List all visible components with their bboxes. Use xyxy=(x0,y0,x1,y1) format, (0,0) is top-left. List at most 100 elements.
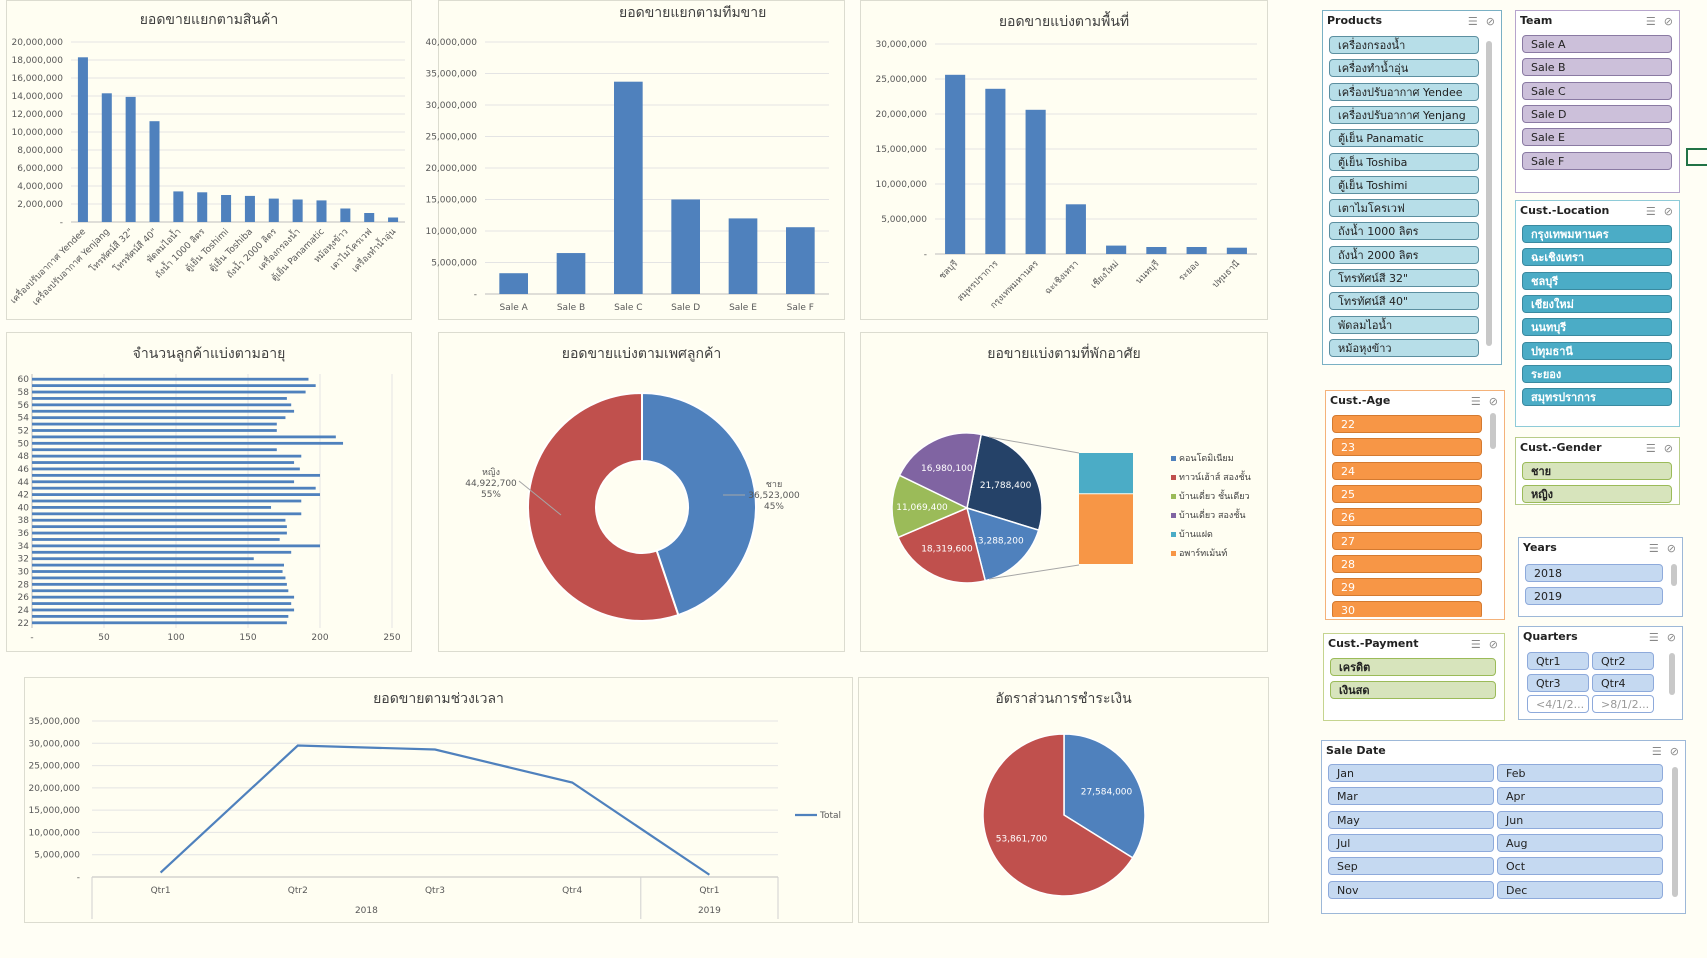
slicer-item[interactable]: Sep xyxy=(1328,857,1494,876)
chart-sales-by-product[interactable]: ยอดขายแยกตามสินค้า - 2,000,000 4,000,000 6,… xyxy=(6,0,412,320)
slicer-item[interactable]: Nov xyxy=(1328,880,1494,899)
slicer-item[interactable]: เครื่องกรองน้ำ xyxy=(1329,36,1479,54)
slicer-item[interactable]: เครื่องปรับอากาศ Yendee xyxy=(1329,82,1479,101)
slicer-item[interactable]: <4/1/2... xyxy=(1527,695,1589,713)
slicer-item[interactable]: ชาย xyxy=(1522,462,1672,480)
slicer-item[interactable]: Sale E xyxy=(1522,128,1672,147)
scrollbar[interactable] xyxy=(1490,413,1496,449)
slicer-age[interactable]: Cust.-Age ☰ ⊘ 22 23 24 25 26 27 28 29 30 xyxy=(1325,390,1505,620)
multi-select-icon[interactable]: ☰ xyxy=(1648,631,1659,644)
slicer-item[interactable]: Jul xyxy=(1328,833,1494,852)
scrollbar[interactable] xyxy=(1671,564,1677,586)
slicer-item[interactable]: เตาไมโครเวฟ xyxy=(1329,199,1479,218)
slicer-item[interactable]: 24 xyxy=(1332,461,1482,480)
slicer-item[interactable]: 27 xyxy=(1332,531,1482,550)
scrollbar[interactable] xyxy=(1669,653,1675,695)
slicer-item[interactable]: เชียงใหม่ xyxy=(1522,294,1672,313)
slicer-item[interactable]: ฉะเชิงเทรา xyxy=(1522,248,1672,267)
slicer-item[interactable]: Sale B xyxy=(1522,58,1672,77)
slicer-item[interactable]: May xyxy=(1328,810,1494,829)
slicer-item[interactable]: Qtr4 xyxy=(1592,673,1654,692)
multi-select-icon[interactable]: ☰ xyxy=(1648,542,1659,555)
slicer-item[interactable]: นนทบุรี xyxy=(1522,318,1672,337)
slicer-item[interactable]: Dec xyxy=(1497,880,1663,899)
slicer-gender[interactable]: Cust.-Gender ☰ ⊘ ชาย หญิง xyxy=(1515,437,1680,505)
multi-select-icon[interactable]: ☰ xyxy=(1651,745,1662,758)
clear-filter-icon[interactable]: ⊘ xyxy=(1488,638,1498,651)
chart-sales-by-area[interactable]: ยอดขายแบ่งตามพื้นที่ - 5,000,000 10,000,00… xyxy=(860,0,1268,320)
slicer-item[interactable]: เงินสด xyxy=(1330,681,1496,700)
slicer-item[interactable]: หม้อหุงข้าว xyxy=(1329,338,1479,357)
slicer-item[interactable]: Sale D xyxy=(1522,104,1672,123)
slicer-item[interactable]: Aug xyxy=(1497,833,1663,852)
selected-cell-marker[interactable] xyxy=(1686,148,1707,166)
scrollbar[interactable] xyxy=(1672,767,1678,897)
slicer-years[interactable]: Years ☰ ⊘ 2018 2019 xyxy=(1518,537,1683,617)
slicer-item[interactable]: 2019 xyxy=(1525,587,1663,606)
multi-select-icon[interactable]: ☰ xyxy=(1467,15,1478,28)
slicer-products[interactable]: Products ☰ ⊘ เครื่องกรองน้ำ เครื่องทำน้ำอุ… xyxy=(1322,10,1502,365)
slicer-item[interactable]: ตู้เย็น Panamatic xyxy=(1329,129,1479,148)
slicer-item[interactable]: ตู้เย็น Toshiba xyxy=(1329,152,1479,171)
slicer-item[interactable]: Apr xyxy=(1497,787,1663,806)
multi-select-icon[interactable]: ☰ xyxy=(1470,638,1481,651)
slicer-item[interactable]: 22 xyxy=(1332,415,1482,433)
slicer-item[interactable]: >8/1/2... xyxy=(1592,695,1654,713)
clear-filter-icon[interactable]: ⊘ xyxy=(1663,15,1673,28)
slicer-item[interactable]: Qtr3 xyxy=(1527,673,1589,692)
clear-filter-icon[interactable]: ⊘ xyxy=(1669,745,1679,758)
slicer-item[interactable]: 29 xyxy=(1332,578,1482,597)
slicer-sale-date[interactable]: Sale Date ☰ ⊘ Jan Feb Mar Apr May Jun Jul Aug Sep… xyxy=(1321,740,1686,914)
multi-select-icon[interactable]: ☰ xyxy=(1470,395,1481,408)
slicer-item[interactable]: Sale C xyxy=(1522,81,1672,100)
slicer-item[interactable]: ถังน้ำ 2000 ลิตร xyxy=(1329,245,1479,264)
slicer-item[interactable]: 25 xyxy=(1332,484,1482,503)
slicer-quarters[interactable]: Quarters ☰ ⊘ Qtr1 Qtr2 Qtr3 Qtr4 <4/1/2... >8/… xyxy=(1518,626,1683,720)
slicer-item[interactable]: สมุทรปราการ xyxy=(1522,388,1672,407)
chart-sales-by-gender[interactable]: ยอดขายแบ่งตามเพศลูกค้า ชาย 36,523,000 45% ห… xyxy=(438,332,845,652)
slicer-item[interactable]: Jun xyxy=(1497,810,1663,829)
clear-filter-icon[interactable]: ⊘ xyxy=(1666,542,1676,555)
multi-select-icon[interactable]: ☰ xyxy=(1645,205,1656,218)
slicer-item[interactable]: Feb xyxy=(1497,764,1663,782)
slicer-item[interactable]: Mar xyxy=(1328,787,1494,806)
slicer-item[interactable]: 2018 xyxy=(1525,564,1663,582)
chart-customers-by-age[interactable]: จำนวนลูกค้าแบ่งตามอายุ - 50 100 150 200 250 22… xyxy=(6,332,412,652)
multi-select-icon[interactable]: ☰ xyxy=(1645,15,1656,28)
clear-filter-icon[interactable]: ⊘ xyxy=(1663,442,1673,455)
slicer-item[interactable]: กรุงเทพมหานคร xyxy=(1522,225,1672,243)
slicer-item[interactable]: Jan xyxy=(1328,764,1494,782)
slicer-item[interactable]: เครื่องปรับอากาศ Yenjang xyxy=(1329,105,1479,124)
slicer-item[interactable]: ปทุมธานี xyxy=(1522,341,1672,360)
slicer-location[interactable]: Cust.-Location ☰ ⊘ กรุงเทพมหานคร ฉะเชิงเทร… xyxy=(1515,200,1680,427)
slicer-item[interactable]: ตู้เย็น Toshimi xyxy=(1329,175,1479,194)
slicer-item[interactable]: ถังน้ำ 1000 ลิตร xyxy=(1329,222,1479,241)
slicer-item[interactable]: Qtr1 xyxy=(1527,652,1589,670)
clear-filter-icon[interactable]: ⊘ xyxy=(1663,205,1673,218)
slicer-item[interactable]: โทรทัศน์สี 32" xyxy=(1329,269,1479,287)
multi-select-icon[interactable]: ☰ xyxy=(1645,442,1656,455)
slicer-item[interactable]: Oct xyxy=(1497,857,1663,876)
slicer-item[interactable]: เครื่องทำน้ำอุ่น xyxy=(1329,59,1479,78)
slicer-item[interactable]: เครดิต xyxy=(1330,658,1496,676)
slicer-item[interactable]: 28 xyxy=(1332,554,1482,573)
slicer-item[interactable]: พัดลมไอน้ำ xyxy=(1329,315,1479,334)
slicer-item[interactable]: หญิง xyxy=(1522,485,1672,504)
slicer-item[interactable]: โทรทัศน์สี 40" xyxy=(1329,292,1479,311)
slicer-item[interactable]: Qtr2 xyxy=(1592,652,1654,670)
slicer-item[interactable]: 30 xyxy=(1332,601,1482,617)
chart-payment-ratio[interactable]: อัตราส่วนการชำระเงิน 27,584,000 53,861,70… xyxy=(858,677,1269,923)
slicer-item[interactable]: 23 xyxy=(1332,438,1482,457)
slicer-item[interactable]: ระยอง xyxy=(1522,364,1672,383)
slicer-item[interactable]: ชลบุรี xyxy=(1522,271,1672,290)
slicer-item[interactable]: Sale F xyxy=(1522,151,1672,170)
chart-sales-by-team[interactable]: ยอดขายแยกตามทีมขาย - 5,000,000 10,000,000 1… xyxy=(425,0,845,320)
chart-sales-by-residence[interactable]: ยอขายแบ่งตามที่พักอาศัย 21,788,400 13,288… xyxy=(860,332,1268,652)
slicer-item[interactable]: 26 xyxy=(1332,508,1482,527)
slicer-payment[interactable]: Cust.-Payment ☰ ⊘ เครดิต เงินสด xyxy=(1323,633,1505,721)
slicer-item[interactable]: Sale A xyxy=(1522,35,1672,53)
clear-filter-icon[interactable]: ⊘ xyxy=(1488,395,1498,408)
scrollbar[interactable] xyxy=(1486,41,1492,346)
chart-sales-over-time[interactable]: ยอดขายตามช่วงเวลา - 5,000,000 10,000,000 15… xyxy=(24,677,853,923)
clear-filter-icon[interactable]: ⊘ xyxy=(1666,631,1676,644)
